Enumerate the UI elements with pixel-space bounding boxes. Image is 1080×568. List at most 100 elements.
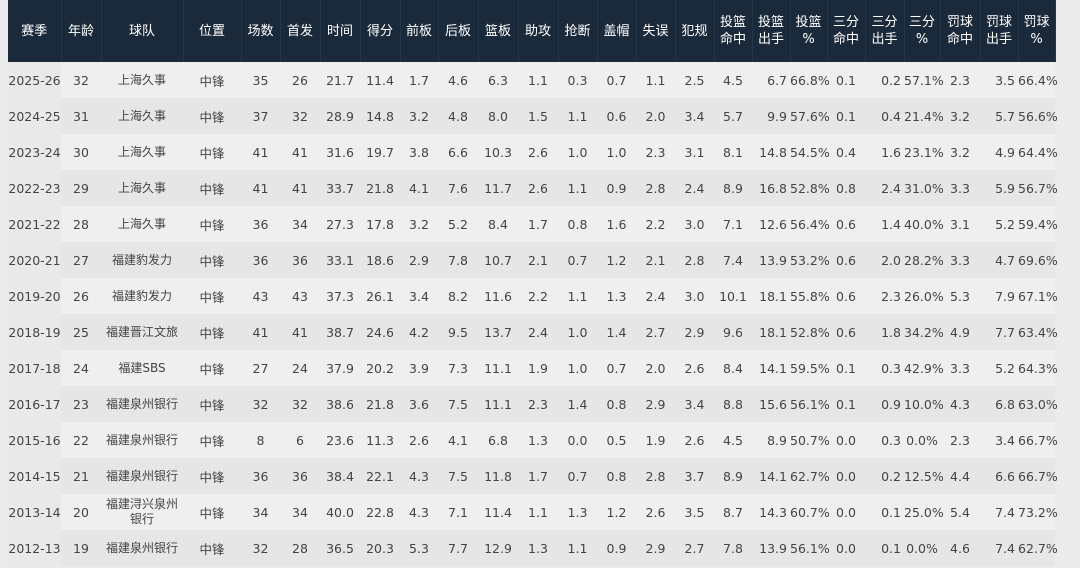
cell-team: 福建SBS bbox=[101, 350, 183, 386]
cell-ftm: 3.3 bbox=[940, 350, 980, 386]
cell-blocks: 1.4 bbox=[597, 314, 636, 350]
cell-games: 32 bbox=[241, 530, 280, 566]
column-header-team[interactable]: 球队 bbox=[101, 0, 184, 62]
cell-assists: 2.4 bbox=[518, 314, 558, 350]
cell-fga: 14.8 bbox=[752, 134, 790, 170]
cell-3pm: 0.0 bbox=[827, 458, 865, 494]
column-header-def-reb[interactable]: 后板 bbox=[438, 0, 479, 62]
column-header-games[interactable]: 场数 bbox=[241, 0, 281, 62]
cell-3pm: 0.1 bbox=[827, 98, 865, 134]
column-header-rebounds[interactable]: 篮板 bbox=[478, 0, 519, 62]
cell-season: 2018-19 bbox=[8, 314, 61, 350]
cell-rebounds: 11.8 bbox=[478, 458, 518, 494]
cell-fgm: 8.1 bbox=[714, 134, 752, 170]
column-header-position[interactable]: 位置 bbox=[183, 0, 242, 62]
cell-starts: 34 bbox=[280, 206, 320, 242]
cell-fta: 6.8 bbox=[980, 386, 1018, 422]
cell-3p-pct: 25.0% bbox=[904, 494, 944, 530]
cell-turnovers: 2.9 bbox=[636, 530, 675, 566]
column-header-age[interactable]: 年龄 bbox=[61, 0, 102, 62]
column-header-fgm[interactable]: 投篮 命中 bbox=[714, 0, 753, 62]
cell-3pa: 1.4 bbox=[865, 206, 904, 242]
cell-fgm: 4.5 bbox=[714, 62, 752, 98]
cell-off-reb: 2.9 bbox=[400, 242, 438, 278]
cell-points: 17.8 bbox=[360, 206, 400, 242]
cell-fgm: 7.8 bbox=[714, 530, 752, 566]
column-header-assists[interactable]: 助攻 bbox=[518, 0, 559, 62]
cell-position: 中锋 bbox=[183, 62, 241, 98]
table-row: 2017-18 24 福建SBS 中锋 27 24 37.9 20.2 3.9 7.3 11.1 1.… bbox=[8, 350, 1058, 386]
cell-points: 11.4 bbox=[360, 62, 400, 98]
cell-ftm: 3.2 bbox=[940, 98, 980, 134]
column-header-ftm[interactable]: 罚球 命中 bbox=[940, 0, 981, 62]
cell-games: 34 bbox=[241, 494, 280, 530]
cell-blocks: 0.9 bbox=[597, 170, 636, 206]
cell-blocks: 1.2 bbox=[597, 494, 636, 530]
table-row: 2015-16 22 福建泉州银行 中锋 8 6 23.6 11.3 2.6 4.1 6.8 1.3 0… bbox=[8, 422, 1058, 458]
cell-team: 福建浔兴泉州银行 bbox=[101, 494, 183, 530]
table-row: 2020-21 27 福建豹发力 中锋 36 36 33.1 18.6 2.9 7.8 10.7 2.… bbox=[8, 242, 1058, 278]
column-header-fouls[interactable]: 犯规 bbox=[675, 0, 715, 62]
cell-3p-pct: 26.0% bbox=[904, 278, 944, 314]
column-header-steals[interactable]: 抢断 bbox=[558, 0, 598, 62]
column-header-starts[interactable]: 首发 bbox=[280, 0, 321, 62]
cell-3pa: 0.2 bbox=[865, 458, 904, 494]
column-header-minutes[interactable]: 时间 bbox=[320, 0, 361, 62]
column-header-fga[interactable]: 投篮 出手 bbox=[752, 0, 791, 62]
cell-fgm: 8.9 bbox=[714, 170, 752, 206]
column-header-season[interactable]: 赛季 bbox=[8, 0, 62, 62]
table-row: 2013-14 20 福建浔兴泉州银行 中锋 34 34 40.0 22.8 4.3 7.1 11.… bbox=[8, 494, 1058, 530]
cell-steals: 0.3 bbox=[558, 62, 597, 98]
cell-points: 22.1 bbox=[360, 458, 400, 494]
cell-team: 福建豹发力 bbox=[101, 278, 183, 314]
cell-points: 14.8 bbox=[360, 98, 400, 134]
cell-rebounds: 8.0 bbox=[478, 98, 518, 134]
cell-ftm: 3.1 bbox=[940, 206, 980, 242]
cell-position: 中锋 bbox=[183, 350, 241, 386]
cell-off-reb: 1.7 bbox=[400, 62, 438, 98]
cell-off-reb: 3.2 bbox=[400, 206, 438, 242]
table-row: 2025-26 32 上海久事 中锋 35 26 21.7 11.4 1.7 4.6 6.3 1.1 0… bbox=[8, 62, 1058, 98]
column-header-turnovers[interactable]: 失误 bbox=[636, 0, 676, 62]
cell-off-reb: 3.6 bbox=[400, 386, 438, 422]
cell-minutes: 33.1 bbox=[320, 242, 360, 278]
cell-team: 福建泉州银行 bbox=[101, 422, 183, 458]
cell-fg-pct: 66.8% bbox=[790, 62, 830, 98]
cell-steals: 0.7 bbox=[558, 242, 597, 278]
column-header-fta[interactable]: 罚球 出手 bbox=[980, 0, 1019, 62]
cell-fouls: 2.9 bbox=[675, 314, 714, 350]
cell-3p-pct: 57.1% bbox=[904, 62, 944, 98]
cell-age: 19 bbox=[61, 530, 101, 566]
cell-steals: 1.0 bbox=[558, 314, 597, 350]
cell-team: 上海久事 bbox=[101, 98, 183, 134]
season-stats-table: 赛季 年龄 球队 位置 场数 首发 时间 得分 前板 后板 篮板 助攻 抢断 盖帽 失误 犯规 投篮 命中 投篮 … bbox=[8, 0, 1058, 566]
cell-fgm: 8.9 bbox=[714, 458, 752, 494]
cell-rebounds: 11.1 bbox=[478, 350, 518, 386]
cell-games: 36 bbox=[241, 206, 280, 242]
cell-fg-pct: 56.4% bbox=[790, 206, 830, 242]
cell-3pm: 0.6 bbox=[827, 242, 865, 278]
column-header-ft-pct[interactable]: 罚球 % bbox=[1018, 0, 1056, 62]
cell-3pm: 0.8 bbox=[827, 170, 865, 206]
cell-fga: 14.1 bbox=[752, 458, 790, 494]
cell-age: 21 bbox=[61, 458, 101, 494]
table-row: 2021-22 28 上海久事 中锋 36 34 27.3 17.8 3.2 5.2 8.4 1.7 0… bbox=[8, 206, 1058, 242]
column-header-blocks[interactable]: 盖帽 bbox=[597, 0, 637, 62]
cell-3pa: 0.1 bbox=[865, 530, 904, 566]
cell-fta: 4.9 bbox=[980, 134, 1018, 170]
column-header-points[interactable]: 得分 bbox=[360, 0, 401, 62]
cell-blocks: 1.2 bbox=[597, 242, 636, 278]
column-header-off-reb[interactable]: 前板 bbox=[400, 0, 439, 62]
cell-ftm: 2.3 bbox=[940, 422, 980, 458]
cell-3p-pct: 31.0% bbox=[904, 170, 944, 206]
cell-position: 中锋 bbox=[183, 458, 241, 494]
column-header-fg-pct[interactable]: 投篮 % bbox=[790, 0, 828, 62]
cell-fg-pct: 52.8% bbox=[790, 170, 830, 206]
cell-fga: 6.7 bbox=[752, 62, 790, 98]
column-header-3p-pct[interactable]: 三分 % bbox=[904, 0, 941, 62]
column-header-3pa[interactable]: 三分 出手 bbox=[865, 0, 905, 62]
cell-blocks: 0.6 bbox=[597, 98, 636, 134]
cell-fga: 18.1 bbox=[752, 278, 790, 314]
column-header-3pm[interactable]: 三分 命中 bbox=[827, 0, 866, 62]
cell-season: 2014-15 bbox=[8, 458, 61, 494]
